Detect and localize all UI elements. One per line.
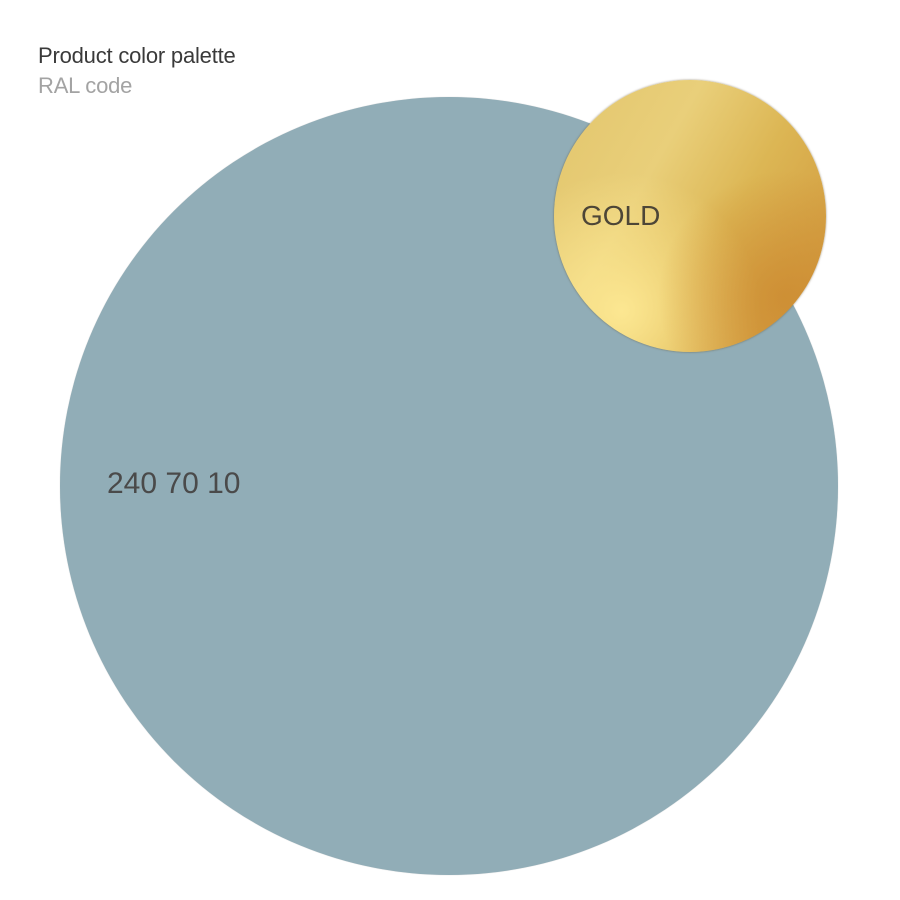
page-title: Product color palette (38, 43, 236, 68)
color-swatch-gold (554, 80, 826, 352)
swatch-label-gold: GOLD (581, 200, 661, 231)
swatch-label-ral: 240 70 10 (107, 467, 241, 500)
page-subtitle: RAL code (38, 73, 133, 98)
